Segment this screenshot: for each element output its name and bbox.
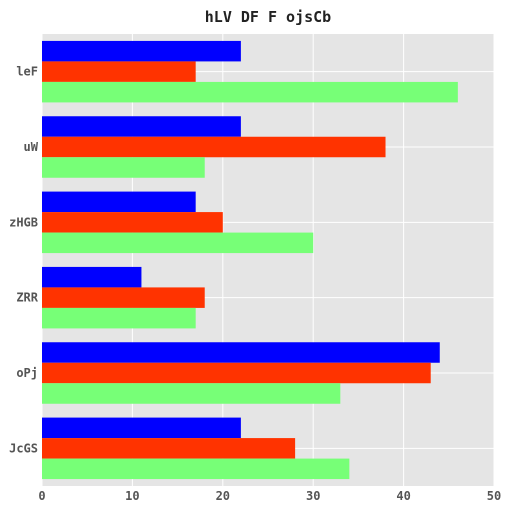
bar xyxy=(42,362,431,384)
bar xyxy=(42,191,196,213)
bar xyxy=(42,266,142,288)
x-tick-label: 20 xyxy=(216,489,230,503)
bar xyxy=(42,307,196,329)
bar xyxy=(42,417,241,439)
bar xyxy=(42,136,386,158)
y-tick-label: JcGS xyxy=(9,441,38,455)
x-tick-label: 40 xyxy=(396,489,410,503)
x-tick-label: 0 xyxy=(38,489,45,503)
y-tick-labels: leF uW zHGB ZRR oPj JcGS xyxy=(9,65,39,456)
x-tick-label: 50 xyxy=(487,489,501,503)
plot-area xyxy=(42,34,494,486)
bar xyxy=(42,212,223,233)
bar xyxy=(42,232,314,254)
bar xyxy=(42,383,341,404)
y-tick-label: ZRR xyxy=(16,291,38,305)
y-tick-label: oPj xyxy=(16,366,38,380)
bars xyxy=(42,40,458,480)
chart-title: hLV DF F ojsCb xyxy=(205,8,331,26)
bar xyxy=(42,287,205,308)
x-tick-labels: 0 10 20 30 40 50 xyxy=(38,489,501,503)
bar xyxy=(42,157,205,178)
bar xyxy=(42,61,196,82)
y-tick-label: uW xyxy=(24,140,39,154)
x-tick-label: 10 xyxy=(125,489,139,503)
x-tick-label: 30 xyxy=(306,489,320,503)
bar xyxy=(42,116,241,137)
y-tick-label: leF xyxy=(16,65,38,79)
bar xyxy=(42,342,440,363)
bar xyxy=(42,40,241,62)
bar xyxy=(42,81,458,103)
bar xyxy=(42,438,296,459)
bar xyxy=(42,458,350,480)
y-tick-label: zHGB xyxy=(9,215,38,229)
